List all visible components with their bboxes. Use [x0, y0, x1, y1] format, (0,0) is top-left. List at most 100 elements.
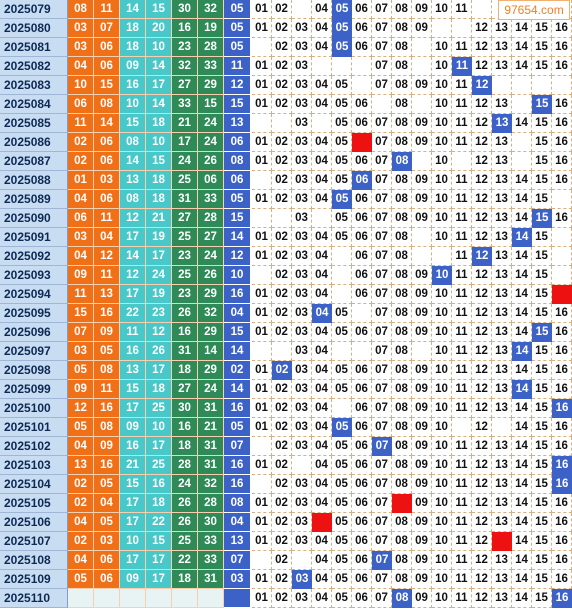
blue-ball-cell: 08: [224, 494, 250, 513]
omission-cell: 10: [432, 76, 452, 95]
omission-cell: 03: [292, 152, 312, 171]
red-ball-cell: 27: [172, 209, 198, 228]
red-ball-cell: 15: [68, 304, 94, 323]
red-ball-cell: 16: [120, 342, 146, 361]
omission-cell: 11: [452, 494, 472, 513]
omission-cell: 01: [252, 0, 272, 19]
table-row: 2025093 09 11 12 24 25 26 10 02 03 04 06 07 08 09 10 11 1…: [0, 266, 572, 285]
red-ball-cell: 12: [94, 247, 120, 266]
red-ball-cell: 22: [172, 551, 198, 570]
omission-cell: 03: [292, 589, 312, 608]
omission-cell: 07: [372, 380, 392, 399]
blue-ball-cell: 06: [224, 171, 250, 190]
omission-cell: 04: [312, 152, 332, 171]
red-ball-cell: 08: [94, 95, 120, 114]
omission-cell: 15: [532, 171, 552, 190]
red-ball-cell: 15: [120, 114, 146, 133]
omission-cell: 06: [352, 361, 372, 380]
omission-cell: 04: [312, 589, 332, 608]
omission-cell: 02: [272, 76, 292, 95]
omission-cell: 08: [392, 437, 412, 456]
omission-cell: 01: [252, 399, 272, 418]
omission-cell: 04: [312, 380, 332, 399]
omission-cell: 16: [552, 494, 572, 513]
omission-cell: 06: [352, 19, 372, 38]
omission-cell: 16: [552, 152, 572, 171]
omission-cell: 04: [312, 323, 332, 342]
blue-hit-cell: 05: [332, 38, 352, 57]
red-mark-cell: [312, 513, 332, 532]
omission-cell: 10: [432, 95, 452, 114]
omission-cell: 12: [472, 304, 492, 323]
omission-cell: 09: [412, 570, 432, 589]
red-ball-cell: 17: [120, 494, 146, 513]
omission-cell: 15: [532, 304, 552, 323]
omission-cell: 06: [352, 209, 372, 228]
blue-hit-cell: 04: [312, 304, 332, 323]
red-mark-cell: [392, 494, 412, 513]
omission-cell: 04: [312, 76, 332, 95]
red-ball-cell: 28: [198, 494, 224, 513]
red-ball-cell: 08: [120, 133, 146, 152]
red-ball-cell: 29: [198, 323, 224, 342]
omission-cell: 02: [272, 589, 292, 608]
omission-cell: 06: [352, 323, 372, 342]
omission-cell: 07: [372, 342, 392, 361]
table-row: 2025087 02 06 14 15 24 26 08 01 02 03 04 05 06 07 08 10 1…: [0, 152, 572, 171]
omission-cell: 14: [512, 418, 532, 437]
red-ball-cell: 31: [198, 437, 224, 456]
red-ball-cell: 04: [68, 247, 94, 266]
omission-cell: 07: [372, 285, 392, 304]
omission-cell: 08: [392, 190, 412, 209]
omission-cell: 02: [272, 437, 292, 456]
omission-cell: 02: [272, 532, 292, 551]
red-ball-cell: 30: [172, 399, 198, 418]
table-row: 2025110 01 02 03 04 05 06 07 08 09 10 11 12 13 14 15 16: [0, 589, 572, 608]
omission-cell: 05: [332, 589, 352, 608]
red-ball-cell: 23: [172, 247, 198, 266]
omission-cell: 04: [312, 551, 332, 570]
omission-cell: 05: [332, 152, 352, 171]
red-ball-cell: 12: [68, 399, 94, 418]
omission-cell: 06: [352, 285, 372, 304]
omission-cell: 16: [552, 304, 572, 323]
omission-cell: [472, 0, 492, 19]
omission-cell: 15: [532, 266, 552, 285]
omission-cell: 11: [452, 361, 472, 380]
red-ball-cell: 17: [120, 399, 146, 418]
omission-cell: 05: [332, 532, 352, 551]
omission-cell: 15: [532, 133, 552, 152]
red-ball-cell: 17: [146, 551, 172, 570]
omission-cell: 09: [412, 399, 432, 418]
omission-cell: 14: [512, 266, 532, 285]
omission-cell: 15: [532, 57, 552, 76]
omission-cell: 12: [472, 551, 492, 570]
omission-cell: 04: [312, 570, 332, 589]
red-ball-cell: 27: [172, 76, 198, 95]
red-ball-cell: 16: [172, 418, 198, 437]
omission-cell: 07: [372, 0, 392, 19]
omission-cell: 03: [292, 133, 312, 152]
red-ball-cell: 11: [120, 323, 146, 342]
red-ball-cell: 24: [198, 114, 224, 133]
blue-ball-cell: 05: [224, 19, 250, 38]
omission-cell: 06: [352, 570, 372, 589]
omission-cell: 14: [512, 38, 532, 57]
omission-cell: [412, 95, 432, 114]
omission-cell: 02: [272, 551, 292, 570]
omission-cell: 13: [492, 551, 512, 570]
omission-cell: 13: [492, 361, 512, 380]
omission-cell: 07: [372, 171, 392, 190]
table-row: 2025106 04 05 17 22 26 30 04 01 02 03 05 06 07 08 09 10 1…: [0, 513, 572, 532]
red-ball-cell: 16: [172, 19, 198, 38]
issue-number: 2025097: [0, 342, 68, 361]
red-ball-cell: 11: [68, 285, 94, 304]
blue-ball-cell: 05: [224, 38, 250, 57]
red-ball-cell: 12: [120, 266, 146, 285]
issue-number: 2025108: [0, 551, 68, 570]
blue-hit-cell: 14: [512, 342, 532, 361]
omission-cell: 05: [332, 361, 352, 380]
omission-cell: 15: [532, 513, 552, 532]
red-ball-cell: 11: [94, 0, 120, 19]
omission-cell: 04: [312, 456, 332, 475]
